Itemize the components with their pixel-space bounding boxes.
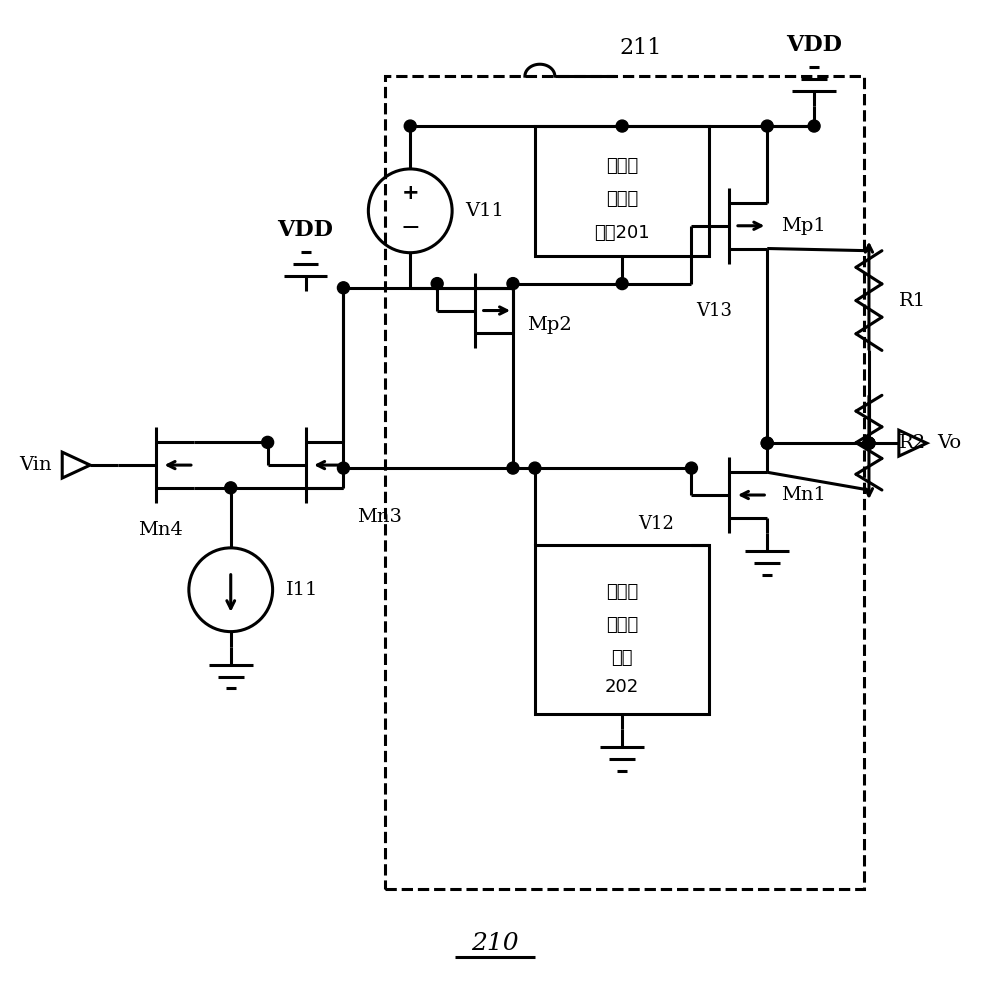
Circle shape: [338, 282, 349, 294]
Text: 第一电: 第一电: [606, 157, 639, 175]
Text: 模块201: 模块201: [594, 224, 650, 242]
Text: 第二电: 第二电: [606, 583, 639, 601]
Circle shape: [863, 437, 875, 449]
Circle shape: [761, 120, 773, 132]
Circle shape: [863, 437, 875, 449]
Circle shape: [761, 437, 773, 449]
Circle shape: [338, 462, 349, 474]
Bar: [535, 545, 710, 714]
Text: V11: V11: [465, 202, 504, 220]
Text: 202: 202: [605, 678, 640, 696]
Text: 压平移: 压平移: [606, 190, 639, 208]
Text: 模块: 模块: [612, 649, 633, 667]
Circle shape: [507, 462, 519, 474]
Text: V12: V12: [639, 515, 674, 533]
Text: R1: R1: [899, 292, 926, 310]
Text: Mn1: Mn1: [781, 486, 826, 504]
Circle shape: [761, 437, 773, 449]
Text: 压平移: 压平移: [606, 616, 639, 634]
Text: VDD: VDD: [277, 219, 334, 241]
Circle shape: [261, 436, 273, 448]
Circle shape: [529, 462, 541, 474]
Circle shape: [432, 278, 444, 290]
Circle shape: [225, 482, 237, 494]
Text: Mn4: Mn4: [139, 521, 183, 539]
Bar: [535, 126, 710, 256]
Circle shape: [616, 278, 628, 290]
Text: 210: 210: [471, 932, 519, 955]
Circle shape: [808, 120, 820, 132]
Text: 211: 211: [620, 37, 662, 59]
Text: Mp2: Mp2: [527, 316, 571, 334]
Circle shape: [404, 120, 416, 132]
Text: I11: I11: [285, 581, 318, 599]
Text: Vo: Vo: [937, 434, 961, 452]
Text: VDD: VDD: [786, 34, 842, 56]
Text: V13: V13: [696, 302, 733, 320]
Text: Mp1: Mp1: [781, 217, 826, 235]
Circle shape: [507, 278, 519, 290]
Text: Mn3: Mn3: [357, 508, 402, 526]
Text: R2: R2: [899, 434, 926, 452]
Circle shape: [685, 462, 697, 474]
Text: +: +: [401, 183, 419, 203]
Bar: [385, 76, 864, 889]
Text: Vin: Vin: [20, 456, 52, 474]
Text: −: −: [400, 216, 420, 240]
Circle shape: [616, 120, 628, 132]
Circle shape: [863, 437, 875, 449]
